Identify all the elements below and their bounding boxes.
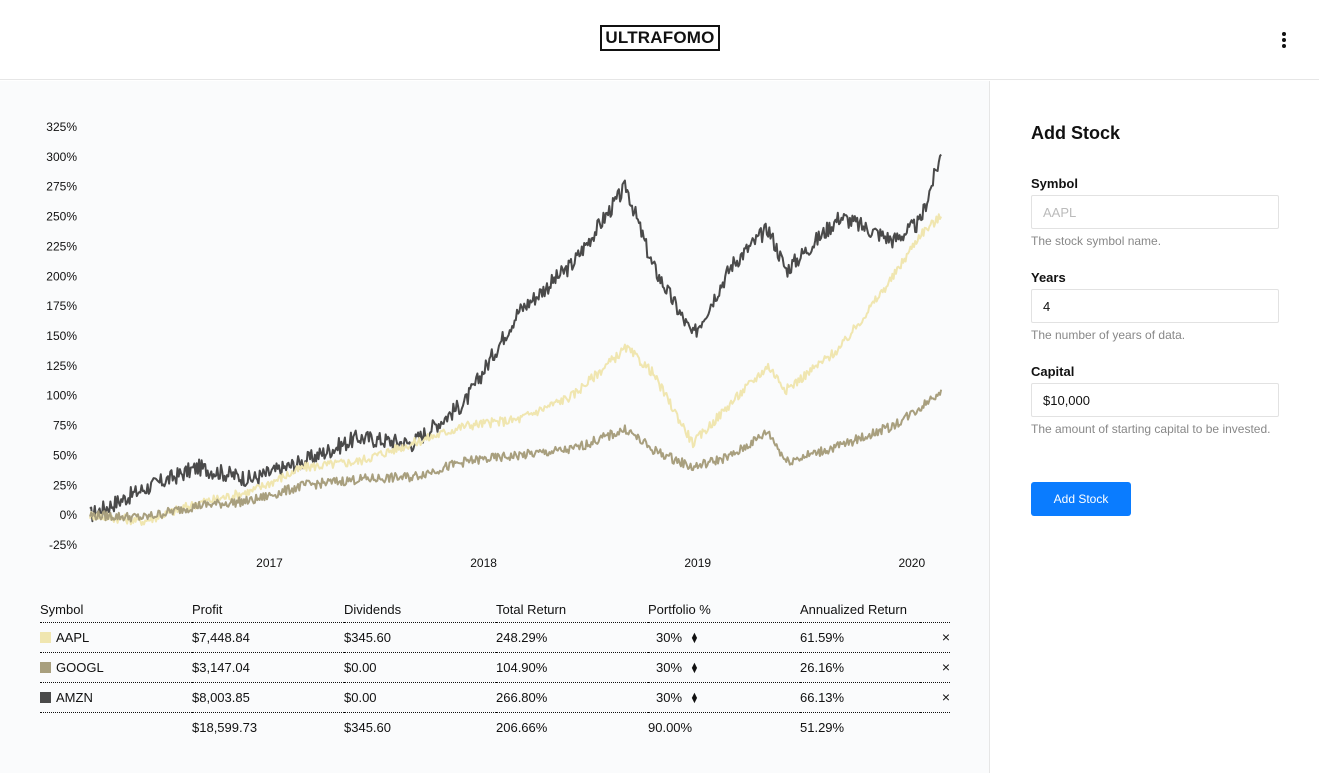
profit-cell: $8,003.85 (192, 682, 344, 713)
y-tick-label: 75% (53, 419, 77, 433)
totals-row: $18,599.73 $345.60 206.66% 90.00% 51.29% (40, 712, 950, 742)
table-row: AAPL $7,448.84 $345.60 248.29% 30% ▲ ▼ 61.… (40, 622, 950, 653)
x-tick-label: 2020 (898, 556, 925, 570)
table-header-row: Symbol Profit Dividends Total Return Por… (40, 598, 950, 623)
y-tick-label: 25% (53, 478, 77, 492)
years-help-text: The number of years of data. (1031, 328, 1186, 342)
total-return-cell: 206.66% (496, 719, 548, 735)
y-tick-label: -25% (49, 538, 77, 552)
ultrafomo-logo[interactable]: ULTRAFOMO (600, 25, 720, 51)
capital-label: Capital (1031, 364, 1075, 379)
profit-cell: $7,448.84 (192, 622, 344, 653)
symbol-text: AAPL (56, 629, 90, 645)
x-tick-label: 2019 (684, 556, 711, 570)
remove-row-icon[interactable]: × (920, 682, 950, 713)
capital-input[interactable] (1031, 383, 1279, 417)
portfolio-table: Symbol Profit Dividends Total Return Por… (40, 598, 950, 742)
years-label: Years (1031, 270, 1066, 285)
dividends-cell: $345.60 (344, 622, 496, 653)
y-tick-label: 175% (46, 299, 77, 313)
symbol-text: AMZN (56, 689, 93, 705)
total-return-cell: 248.29% (496, 622, 648, 653)
x-tick-label: 2018 (470, 556, 497, 570)
y-tick-label: 50% (53, 448, 77, 462)
totals-label-cell (40, 712, 192, 742)
y-tick-label: 225% (46, 239, 77, 253)
years-input[interactable] (1031, 289, 1279, 323)
add-stock-panel: Add Stock Symbol The stock symbol name. … (990, 81, 1319, 773)
returns-line-chart: 325% 300% 275% 250% 225% 200% 175% 150% 125% 100%… (46, 120, 943, 570)
profit-cell: $3,147.04 (192, 652, 344, 683)
dividends-cell: $0.00 (344, 652, 496, 683)
symbol-cell: AAPL (40, 622, 192, 653)
y-tick-label: 0% (60, 508, 78, 522)
series-swatch (40, 691, 51, 703)
sort-updown-icon[interactable]: ▲ ▼ (690, 660, 699, 676)
column-header-profit: Profit (192, 598, 344, 623)
total-portfolio-cell: 90.00% (648, 719, 693, 735)
total-return-cell: 104.90% (496, 652, 648, 683)
sort-updown-icon[interactable]: ▲ ▼ (690, 630, 699, 646)
more-vertical-icon[interactable] (1274, 28, 1294, 52)
column-header-dividends: Dividends (344, 598, 496, 623)
y-tick-label: 100% (46, 389, 77, 403)
symbol-label: Symbol (1031, 176, 1078, 191)
series-swatch (40, 631, 51, 643)
y-tick-label: 200% (46, 269, 77, 283)
portfolio-cell: 30% ▲ ▼ (648, 652, 800, 683)
table-row: AMZN $8,003.85 $0.00 266.80% 30% ▲ ▼ 66.13… (40, 682, 950, 713)
series-swatch (40, 661, 51, 673)
total-return-cell: 266.80% (496, 682, 648, 713)
annualized-cell: 66.13% (800, 682, 920, 713)
column-header-total-return: Total Return (496, 598, 648, 623)
main-panel: 325% 300% 275% 250% 225% 200% 175% 150% 125% 100%… (0, 81, 990, 773)
column-header-remove (920, 598, 950, 623)
symbol-cell: GOOGL (40, 652, 192, 683)
y-tick-label: 125% (46, 359, 77, 373)
total-profit-cell: $18,599.73 (192, 719, 258, 735)
app-header: ULTRAFOMO (0, 0, 1319, 80)
capital-help-text: The amount of starting capital to be inv… (1031, 422, 1271, 436)
portfolio-percent[interactable]: 30% (656, 689, 683, 705)
series-line-googl (89, 389, 943, 523)
column-header-portfolio: Portfolio % (648, 598, 800, 623)
symbol-cell: AMZN (40, 682, 192, 713)
dividends-cell: $0.00 (344, 682, 496, 713)
y-tick-label: 325% (46, 120, 77, 134)
portfolio-percent[interactable]: 30% (656, 659, 683, 675)
y-tick-label: 275% (46, 180, 77, 194)
column-header-symbol: Symbol (40, 598, 192, 623)
sort-updown-icon[interactable]: ▲ ▼ (690, 690, 699, 706)
y-tick-label: 300% (46, 150, 77, 164)
symbol-input[interactable] (1031, 195, 1279, 229)
symbol-help-text: The stock symbol name. (1031, 234, 1162, 248)
table-row: GOOGL $3,147.04 $0.00 104.90% 30% ▲ ▼ 26.1… (40, 652, 950, 683)
portfolio-cell: 30% ▲ ▼ (648, 682, 800, 713)
remove-row-icon[interactable]: × (920, 652, 950, 683)
remove-row-icon[interactable]: × (920, 622, 950, 653)
panel-divider (989, 81, 990, 773)
total-dividends-cell: $345.60 (344, 719, 391, 735)
y-tick-label: 250% (46, 210, 77, 224)
add-stock-title: Add Stock (1031, 123, 1121, 143)
x-tick-label: 2017 (256, 556, 283, 570)
series-line-amzn (89, 153, 942, 523)
add-stock-button[interactable]: Add Stock (1031, 482, 1131, 516)
portfolio-cell: 30% ▲ ▼ (648, 622, 800, 653)
total-annualized-cell: 51.29% (800, 719, 845, 735)
symbol-text: GOOGL (56, 659, 104, 675)
column-header-annualized-return: Annualized Return (800, 598, 920, 623)
annualized-cell: 61.59% (800, 622, 920, 653)
y-tick-label: 150% (46, 329, 77, 343)
portfolio-percent[interactable]: 30% (656, 629, 683, 645)
annualized-cell: 26.16% (800, 652, 920, 683)
